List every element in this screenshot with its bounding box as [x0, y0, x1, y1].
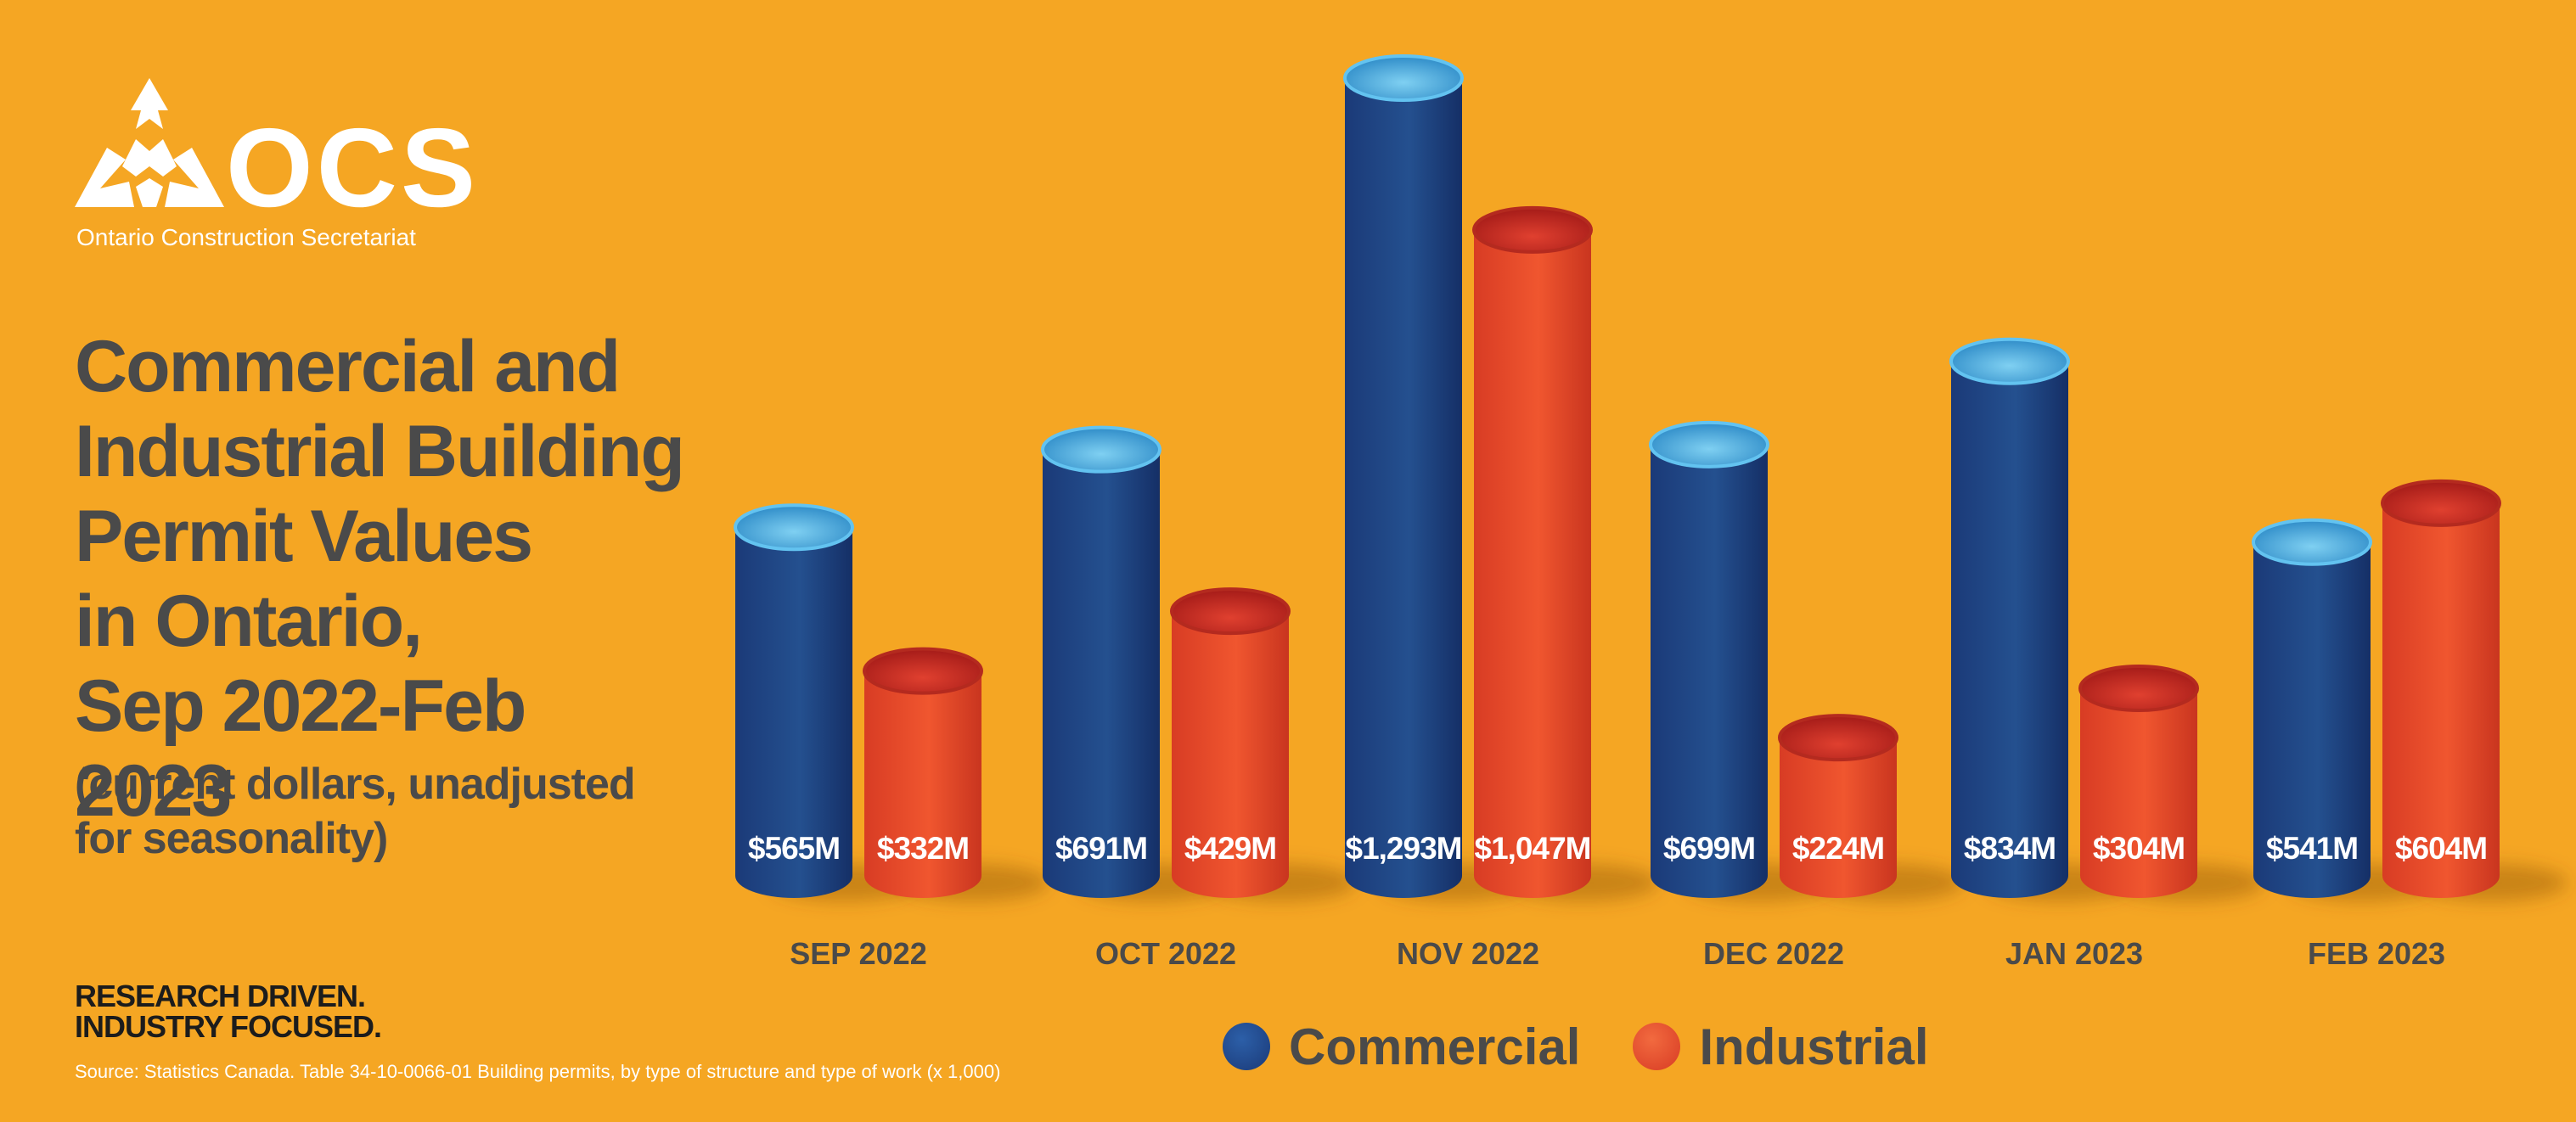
- legend-item-industrial: Industrial: [1633, 1018, 1929, 1076]
- category-labels: SEP 2022 OCT 2022 NOV 2022 DEC 2022 JAN 2023…: [790, 936, 2445, 971]
- bar-industrial-sep-2022: $332M: [863, 647, 1049, 901]
- source-note: Source: Statistics Canada. Table 34-10-0…: [75, 1061, 1001, 1082]
- bar-industrial-oct-2022: $429M: [1170, 587, 1357, 901]
- data-label: $429M: [1184, 831, 1276, 866]
- bar-industrial-jan-2023: $304M: [2078, 664, 2265, 901]
- bar-body: [1474, 229, 1591, 898]
- bar-top: [1041, 425, 1161, 474]
- bar-top: [1472, 205, 1593, 254]
- bar-body: [1345, 78, 1462, 898]
- bar-top: [1343, 54, 1464, 102]
- legend-swatch-industrial: [1633, 1023, 1681, 1070]
- legend-label-commercial: Commercial: [1289, 1018, 1581, 1075]
- bar-top: [1949, 337, 2070, 385]
- logo-wordmark: OCS: [226, 105, 480, 230]
- data-label: $1,293M: [1346, 831, 1462, 866]
- chart-legend: Commercial Industrial: [1223, 1015, 1982, 1078]
- category-label: OCT 2022: [1095, 936, 1236, 971]
- legend-label-industrial: Industrial: [1699, 1018, 1929, 1075]
- data-label: $541M: [2266, 831, 2358, 866]
- bar-body: [735, 527, 852, 898]
- bar-body: [2080, 687, 2197, 898]
- category-label: SEP 2022: [790, 936, 926, 971]
- data-label: $1,047M: [1475, 831, 1591, 866]
- data-label: $699M: [1663, 831, 1755, 866]
- data-label: $691M: [1055, 831, 1147, 866]
- category-label: DEC 2022: [1703, 936, 1844, 971]
- bar-body: [864, 670, 981, 898]
- bar-commercial-sep-2022: $565M: [734, 503, 920, 901]
- bar-body: [2382, 502, 2500, 898]
- bar-industrial-feb-2023: $604M: [2381, 479, 2568, 901]
- bar-body: [1651, 444, 1768, 898]
- bar-top: [734, 503, 854, 552]
- data-label: $304M: [2093, 831, 2185, 866]
- category-label: FEB 2023: [2308, 936, 2445, 971]
- bar-top: [1170, 587, 1291, 636]
- data-label: $224M: [1792, 831, 1884, 866]
- bar-body: [2253, 541, 2371, 898]
- bar-top: [2078, 664, 2199, 712]
- bar-industrial-nov-2022: $1,047M: [1472, 205, 1659, 901]
- bars-layer: $565M $332M $691M $429M $1,293M $1,047M $699M $…: [734, 54, 2568, 901]
- legend-item-commercial: Commercial: [1223, 1018, 1580, 1076]
- legend-swatch-commercial: [1223, 1023, 1270, 1070]
- bar-commercial-feb-2023: $541M: [2252, 518, 2438, 901]
- bar-body: [1172, 611, 1289, 898]
- bar-body: [1780, 738, 1897, 898]
- category-label: JAN 2023: [2005, 936, 2143, 971]
- bar-top: [1649, 420, 1769, 468]
- chart-subtitle: (current dollars, unadjusted for seasona…: [75, 760, 636, 863]
- logo-organization-name: Ontario Construction Secretariat: [76, 224, 416, 250]
- chart-title: Commercial and Industrial Building Permi…: [75, 326, 685, 832]
- data-label: $604M: [2395, 831, 2487, 866]
- tagline: RESEARCH DRIVEN. INDUSTRY FOCUSED.: [75, 979, 382, 1044]
- data-label: $332M: [877, 831, 969, 866]
- bar-commercial-jan-2023: $834M: [1949, 337, 2136, 901]
- category-label: NOV 2022: [1397, 936, 1539, 971]
- bar-top: [1778, 714, 1898, 762]
- bar-body: [1951, 361, 2068, 898]
- data-label: $834M: [1964, 831, 2056, 866]
- data-label: $565M: [748, 831, 840, 866]
- bar-body: [1043, 449, 1160, 898]
- ocs-logo: OCS Ontario Construction Secretariat: [75, 78, 516, 256]
- bar-industrial-dec-2022: $224M: [1778, 714, 1965, 901]
- bar-top: [863, 647, 983, 695]
- ocs-logo-mark-icon: [75, 78, 224, 207]
- bar-top: [2252, 518, 2372, 566]
- bar-top: [2381, 479, 2501, 527]
- bar-commercial-nov-2022: $1,293M: [1343, 54, 1530, 901]
